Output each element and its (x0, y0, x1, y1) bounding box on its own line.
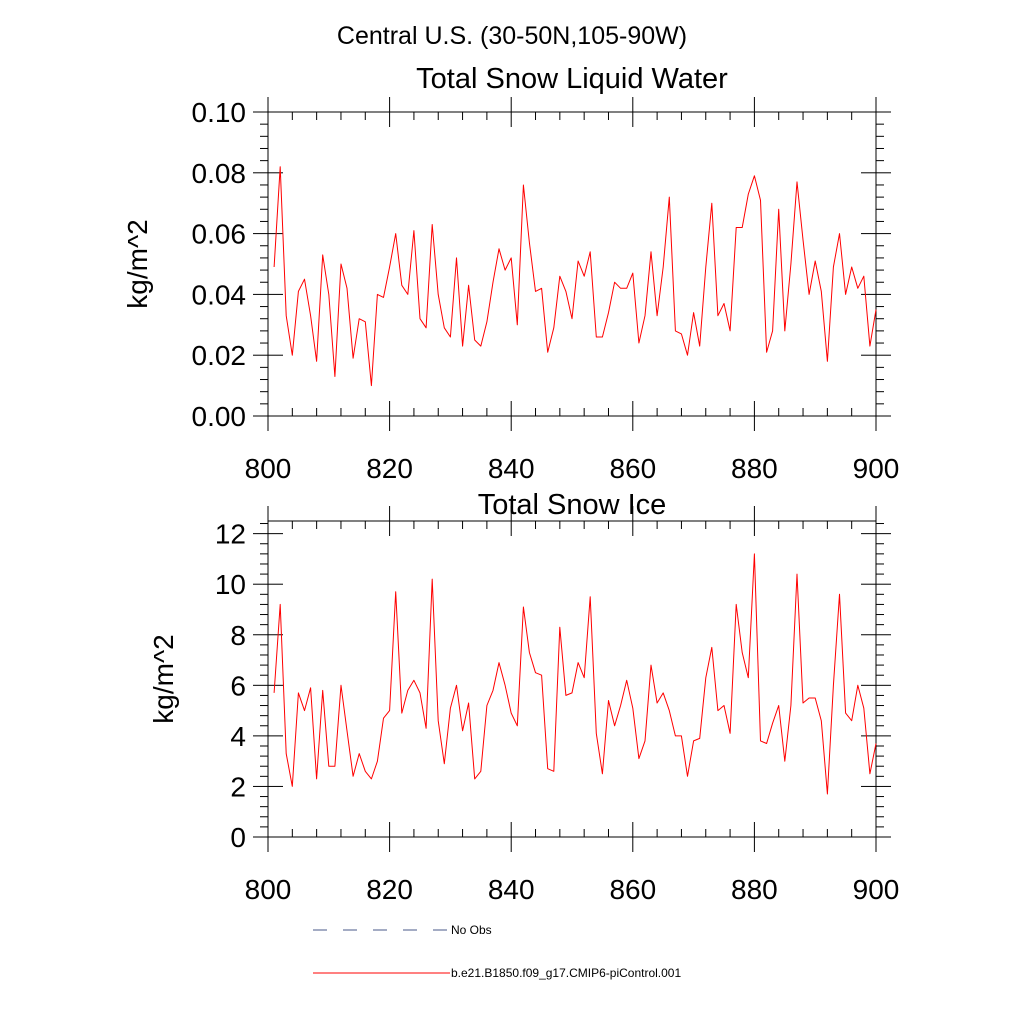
chart0-x-tick-label: 840 (488, 453, 535, 484)
chart0-y-tick-label: 0.06 (192, 219, 247, 250)
chart1-y-tick-label: 2 (230, 771, 246, 802)
legend: No Obs b.e21.B1850.f09_g17.CMIP6-piContr… (313, 923, 681, 980)
legend-entry-picontrol: b.e21.B1850.f09_g17.CMIP6-piControl.001 (313, 966, 681, 980)
chart0-x-tick-label: 800 (245, 453, 292, 484)
chart1-title: Total Snow Ice (478, 489, 667, 521)
chart1-x-tick-label: 900 (853, 874, 900, 905)
chart1-y-tick-label: 0 (230, 822, 246, 853)
legend-label-picontrol: b.e21.B1850.f09_g17.CMIP6-piControl.001 (451, 966, 681, 980)
legend-label-no-obs: No Obs (451, 923, 492, 937)
chart1-series-line-0 (273, 553, 877, 795)
chart0-y-tick-label: 0.08 (192, 158, 247, 189)
figure-title: Central U.S. (30-50N,105-90W) (337, 22, 687, 50)
chart1-x-tick-label: 800 (245, 874, 292, 905)
chart1-y-tick-label: 6 (230, 670, 246, 701)
chart0-y-tick-label: 0.10 (192, 97, 247, 128)
legend-entry-no-obs: No Obs (313, 923, 492, 937)
chart0-x-tick-label: 880 (731, 453, 778, 484)
chart1-x-tick-label: 840 (488, 874, 535, 905)
chart1-y-tick-label: 8 (230, 620, 246, 651)
chart0-y-tick-label: 0.00 (192, 401, 247, 432)
chart0-y-axis-label: kg/m^2 (122, 219, 153, 308)
chart1-y-tick-label: 10 (215, 569, 246, 600)
chart0-y-tick-label: 0.02 (192, 340, 247, 371)
chart0-y-tick-label: 0.04 (192, 279, 247, 310)
chart1-y-axis-label: kg/m^2 (148, 634, 179, 723)
chart-panel-snow-ice: Total Snow Ice kg/m^2 800 820 840 860 880 900 0 2… (148, 489, 899, 905)
chart0-x-tick-label: 860 (609, 453, 656, 484)
chart1-y-tick-label: 4 (230, 721, 246, 752)
chart-panel-snow-liquid-water: Total Snow Liquid Water kg/m^2 800 820 840 86… (122, 63, 899, 484)
chart1-plot-frame (267, 520, 877, 838)
chart0-x-tick-label: 820 (366, 453, 413, 484)
chart0-title: Total Snow Liquid Water (416, 63, 728, 95)
chart0-series-line-0 (273, 166, 877, 387)
chart1-x-tick-label: 860 (609, 874, 656, 905)
chart0-x-tick-label: 900 (853, 453, 900, 484)
chart1-y-tick-label: 12 (215, 519, 246, 550)
chart1-x-tick-label: 820 (366, 874, 413, 905)
chart1-x-tick-label: 880 (731, 874, 778, 905)
chart0-plot-frame (267, 111, 877, 417)
